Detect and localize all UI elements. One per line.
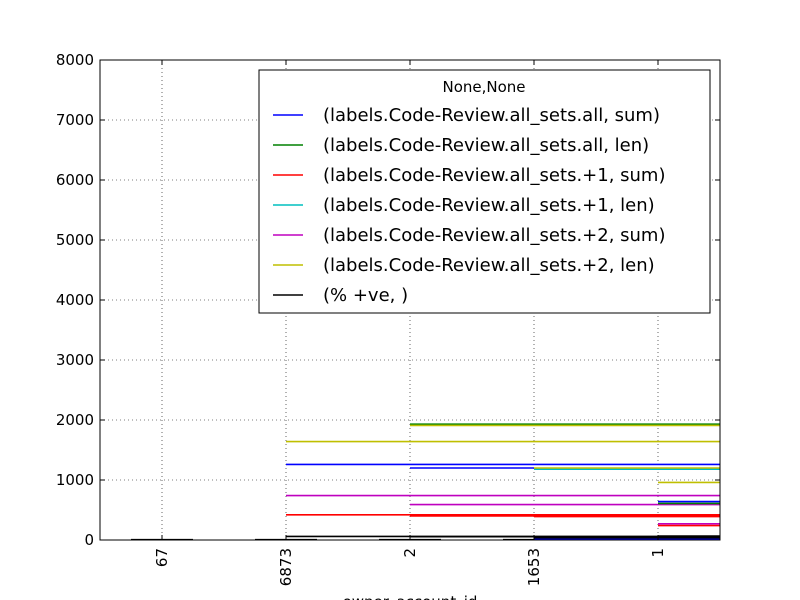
y-tick-label: 4000 — [56, 291, 94, 309]
y-tick-label: 5000 — [56, 231, 94, 249]
x-tick-label: 67 — [153, 548, 171, 567]
legend-entries: (labels.Code-Review.all_sets.all, sum) (l… — [273, 105, 665, 306]
x-tick-label: 1 — [649, 548, 667, 558]
y-tick-label: 0 — [84, 531, 94, 549]
y-tick-label: 8000 — [56, 51, 94, 69]
legend-entry-label: (labels.Code-Review.all_sets.+2, len) — [323, 255, 655, 276]
y-tick-label: 3000 — [56, 351, 94, 369]
legend-title: None,None — [442, 78, 525, 96]
y-tick-label: 1000 — [56, 471, 94, 489]
x-tick-label: 1653 — [525, 548, 543, 586]
x-tick-label: 6873 — [277, 548, 295, 586]
y-tick-label: 6000 — [56, 171, 94, 189]
x-tick-label: 2 — [401, 548, 419, 558]
series-segments — [131, 423, 720, 541]
legend: None,None (labels.Code-Review.all_sets.a… — [258, 69, 711, 314]
legend-entry-label: (labels.Code-Review.all_sets.+2, sum) — [323, 225, 665, 246]
x-axis: 67 6873 2 1653 1 — [153, 60, 667, 586]
y-axis: 0 1000 2000 3000 4000 5000 6000 7000 8000 — [56, 51, 720, 549]
legend-entry-label: (labels.Code-Review.all_sets.+1, sum) — [323, 165, 665, 186]
legend-box — [258, 69, 711, 314]
legend-entry-label: (labels.Code-Review.all_sets.all, len) — [323, 135, 649, 156]
legend-entry-label: (labels.Code-Review.all_sets.+1, len) — [323, 195, 655, 216]
x-axis-label: owner_account_id — [343, 593, 478, 600]
y-tick-label: 2000 — [56, 411, 94, 429]
y-tick-label: 7000 — [56, 111, 94, 129]
legend-entry-label: (% +ve, ) — [323, 285, 408, 306]
legend-entry-label: (labels.Code-Review.all_sets.all, sum) — [323, 105, 660, 126]
